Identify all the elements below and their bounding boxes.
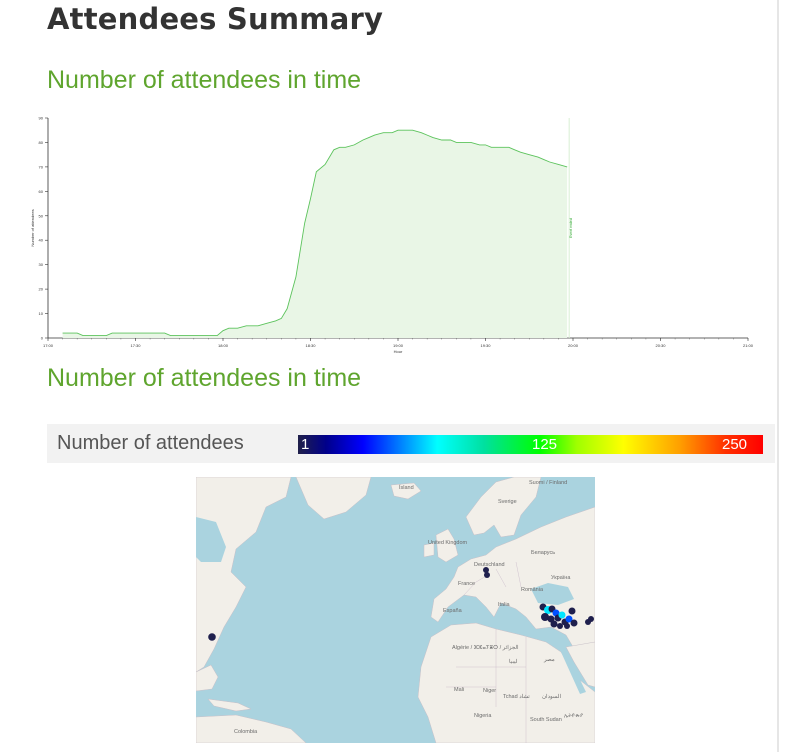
y-tick-label: 0 — [41, 336, 44, 341]
place-label: ኢትዮጵያ — [564, 713, 583, 719]
place-label: România — [521, 587, 544, 593]
y-axis-label: Number of attendees — [30, 209, 35, 246]
place-label: United Kingdom — [428, 540, 468, 546]
page-border — [777, 0, 779, 752]
x-tick-label: 20:30 — [655, 343, 666, 348]
color-scale: 1 125 250 — [298, 435, 763, 454]
section-title-attendees-map: Number of attendees in time — [47, 364, 362, 392]
attendees-line-chart: 0 10 20 30 40 50 60 70 80 90 17:00 17:30 18:00 18:30 1… — [30, 116, 754, 355]
y-tick-label: 70 — [39, 164, 44, 169]
place-label: السودان — [542, 694, 561, 700]
place-label: Sverige — [498, 499, 517, 505]
place-label: Colombia — [234, 729, 258, 735]
x-tick-label: 17:00 — [43, 343, 54, 348]
y-tick-label: 60 — [39, 189, 44, 194]
place-label: Niger — [483, 688, 497, 694]
place-label: Nigeria — [474, 713, 492, 719]
y-tick-label: 50 — [39, 213, 44, 218]
x-tick-label: 20:00 — [568, 343, 579, 348]
x-tick-label: 19:00 — [393, 343, 404, 348]
map-legend-label: Number of attendees — [57, 432, 244, 454]
x-tick-label: 17:30 — [130, 343, 141, 348]
place-label: South Sudan — [530, 717, 562, 723]
map-legend: Number of attendees 1 125 250 — [47, 424, 775, 463]
series-area — [62, 130, 568, 338]
place-label: Україна — [551, 575, 571, 581]
color-scale-max: 250 — [722, 436, 748, 453]
place-label: España — [443, 608, 462, 614]
place-label: France — [458, 581, 476, 587]
attendees-map[interactable]: Ísland Suomi / Finland Sverige United Ki… — [196, 477, 595, 743]
place-label: Tchad تشاد — [503, 694, 530, 700]
place-label: Suomi / Finland — [529, 480, 568, 486]
place-label: Deutschland — [474, 562, 505, 568]
y-tick-label: 40 — [39, 238, 44, 243]
attendee-markers — [208, 567, 594, 641]
page-title: Attendees Summary — [47, 2, 384, 36]
section-title-attendees-chart: Number of attendees in time — [47, 66, 362, 94]
x-tick-label: 21:00 — [743, 343, 754, 348]
place-label: ليبيا — [509, 659, 518, 665]
map-tiles — [196, 477, 595, 743]
place-label: Ísland — [399, 485, 414, 491]
x-tick-label: 18:00 — [218, 343, 229, 348]
y-tick-label: 10 — [39, 311, 44, 316]
place-label: Беларусь — [531, 550, 556, 556]
color-scale-mid: 125 — [532, 436, 558, 453]
x-tick-label: 19:30 — [480, 343, 491, 348]
place-label: Mali — [454, 687, 465, 693]
place-label: مصر — [544, 657, 555, 663]
y-tick-label: 80 — [39, 140, 44, 145]
x-tick-label: 18:30 — [305, 343, 316, 348]
color-scale-min: 1 — [301, 436, 310, 453]
y-tick-label: 30 — [39, 262, 44, 267]
series-line — [62, 129, 568, 337]
place-label: Italia — [498, 602, 510, 608]
event-ended-label: Event ended — [569, 218, 573, 238]
x-axis-label: Hour — [394, 349, 403, 354]
place-label: Algérie / ⵣⵣⴰⵢⴻⵔ / الجزائر — [452, 645, 519, 651]
y-tick-label: 20 — [39, 287, 44, 292]
y-tick-label: 90 — [39, 116, 44, 121]
